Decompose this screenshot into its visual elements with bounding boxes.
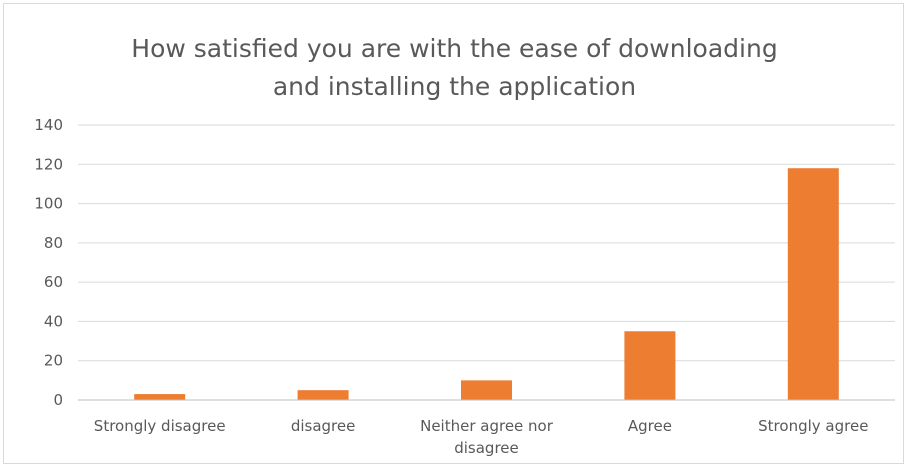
x-tick-label: Strongly agree bbox=[758, 417, 868, 435]
x-tick-label-line: disagree bbox=[454, 439, 519, 457]
y-tick-label: 20 bbox=[44, 352, 63, 370]
x-tick-label-line: disagree bbox=[291, 417, 356, 435]
bar bbox=[624, 331, 676, 400]
bar bbox=[134, 394, 186, 400]
y-tick-label: 100 bbox=[34, 195, 63, 213]
bar bbox=[461, 380, 512, 400]
y-tick-label: 140 bbox=[34, 116, 63, 134]
y-tick-label: 80 bbox=[44, 234, 63, 252]
bar bbox=[787, 168, 839, 400]
bars bbox=[134, 168, 839, 400]
y-tick-label: 40 bbox=[44, 312, 63, 330]
bar bbox=[297, 390, 349, 400]
x-tick-label: Strongly disagree bbox=[94, 417, 226, 435]
y-tick-label: 120 bbox=[34, 155, 63, 173]
x-tick-label-line: Neither agree nor bbox=[420, 417, 554, 435]
x-tick-label: disagree bbox=[291, 417, 356, 435]
gridlines bbox=[78, 124, 895, 362]
y-tick-label: 0 bbox=[53, 391, 63, 409]
x-tick-label-line: Strongly agree bbox=[758, 417, 868, 435]
chart-frame bbox=[3, 3, 904, 464]
x-tick-label: Agree bbox=[628, 417, 672, 435]
x-tick-label-line: Agree bbox=[628, 417, 672, 435]
chart-title: How satisfied you are with the ease of d… bbox=[131, 34, 778, 101]
x-tick-label: Neither agree nor disagree bbox=[420, 417, 554, 457]
x-axis-tick-labels: Strongly disagree disagree Neither agree n… bbox=[94, 417, 869, 457]
y-tick-label: 60 bbox=[44, 273, 63, 291]
y-axis-tick-labels: 0 20 40 60 80 100 120 140 bbox=[34, 116, 63, 409]
x-tick-label-line: Strongly disagree bbox=[94, 417, 226, 435]
